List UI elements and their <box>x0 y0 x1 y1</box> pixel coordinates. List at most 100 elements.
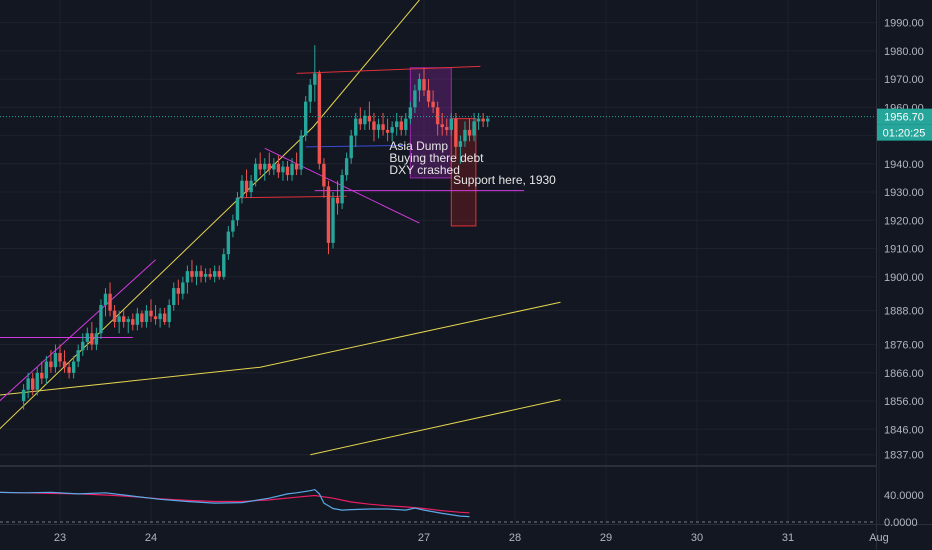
bearish-candle <box>90 321 94 351</box>
candle-body <box>222 254 226 277</box>
bearish-candle <box>190 259 194 283</box>
note-dxy-crashed: DXY crashed <box>389 163 459 177</box>
candle-body <box>426 90 431 102</box>
bullish-candle <box>26 372 30 399</box>
candle-body <box>486 118 490 122</box>
bullish-candle <box>486 115 490 128</box>
bullish-candle <box>181 276 185 300</box>
candle-body <box>235 197 240 221</box>
candle-body <box>417 79 422 91</box>
last-price-marker: 1956.70 01:20:25 <box>0 108 932 141</box>
price-tick-label: 1888.00 <box>884 306 924 318</box>
candle-body <box>112 310 117 322</box>
date-tick-label: 28 <box>509 532 521 544</box>
candle-body <box>126 319 130 322</box>
bearish-candle <box>153 305 158 325</box>
candle-body <box>208 273 212 277</box>
candle-body <box>35 372 39 390</box>
bullish-candle <box>222 248 226 280</box>
candle-body <box>203 273 208 277</box>
candle-body <box>213 271 217 277</box>
time-axis[interactable]: 23242728293031Aug4 <box>54 532 932 544</box>
candle-body <box>108 293 112 311</box>
candle-body <box>481 118 485 122</box>
candle-body <box>435 107 440 125</box>
bearish-candle <box>481 112 485 128</box>
candle-body <box>85 333 89 342</box>
bullish-candle <box>76 344 80 368</box>
bearish-candle <box>367 101 372 130</box>
price-tick-label: 1930.00 <box>884 187 924 199</box>
date-tick-label: 31 <box>782 532 794 544</box>
bullish-candle <box>44 355 49 385</box>
candle-body <box>194 271 199 277</box>
bearish-candle <box>445 118 449 136</box>
bullish-candle <box>376 118 381 139</box>
bullish-candle <box>290 158 294 181</box>
candle-body <box>404 118 408 130</box>
bearish-candle <box>422 67 426 97</box>
bullish-candle <box>126 316 130 334</box>
rsi-axis: 40.0000 0.0000 <box>884 490 924 529</box>
bearish-candle <box>208 268 212 280</box>
bearish-candle <box>31 372 35 396</box>
bullish-candle <box>413 84 417 113</box>
candle-body <box>94 333 99 345</box>
bullish-candle <box>21 384 26 410</box>
countdown-badge <box>877 124 932 141</box>
resistance-line-top <box>296 65 481 74</box>
candle-body <box>463 129 467 142</box>
candle-body <box>476 118 481 122</box>
bearish-candle <box>440 112 444 136</box>
bearish-candle <box>217 265 221 280</box>
bullish-candle <box>463 121 467 147</box>
long-term-trend-line-1 <box>0 301 561 396</box>
rsi-tick-label: 40.0000 <box>884 490 924 502</box>
candle-body <box>349 135 353 159</box>
candle-body <box>344 158 349 176</box>
candle-body <box>335 197 340 204</box>
candle-body <box>431 101 435 108</box>
candle-body <box>385 129 390 133</box>
bearish-candle <box>285 160 290 181</box>
candle-body <box>454 118 458 147</box>
bullish-candle <box>349 129 353 164</box>
candle-body <box>331 197 335 243</box>
price-tick-label: 1876.00 <box>884 340 924 352</box>
bullish-candle <box>99 299 103 339</box>
price-tick-label: 1990.00 <box>884 18 924 30</box>
candle-body <box>172 288 176 306</box>
candle-body <box>440 124 444 128</box>
rsi-line <box>0 488 470 518</box>
candle-body <box>363 115 367 125</box>
candle-body <box>67 367 71 373</box>
candle-body <box>367 115 372 122</box>
candle-body <box>135 313 140 325</box>
candle-body <box>176 288 180 294</box>
candle-body <box>226 231 231 255</box>
candle-body <box>313 73 317 85</box>
candle-body <box>276 163 281 173</box>
note-support-1930: Support here, 1930 <box>453 173 556 187</box>
price-tick-label: 1837.00 <box>884 450 924 462</box>
candle-body <box>21 389 26 402</box>
bullish-candle <box>253 158 258 187</box>
bullish-candle <box>213 265 217 283</box>
candle-body <box>40 372 44 379</box>
candle-body <box>122 316 126 322</box>
price-tick-label: 1940.00 <box>884 159 924 171</box>
candle-body <box>103 293 108 306</box>
bearish-candle <box>267 152 271 176</box>
bullish-candle <box>135 307 140 331</box>
bearish-candle <box>112 305 117 328</box>
bullish-candle <box>458 135 463 164</box>
price-tick-label: 1846.00 <box>884 424 924 436</box>
candle-body <box>185 271 190 283</box>
date-tick-label: 30 <box>691 532 703 544</box>
candle-body <box>458 141 463 147</box>
candle-body <box>472 121 476 136</box>
bearish-candle <box>381 112 385 136</box>
bullish-candle <box>117 310 121 334</box>
candle-body <box>381 124 385 130</box>
